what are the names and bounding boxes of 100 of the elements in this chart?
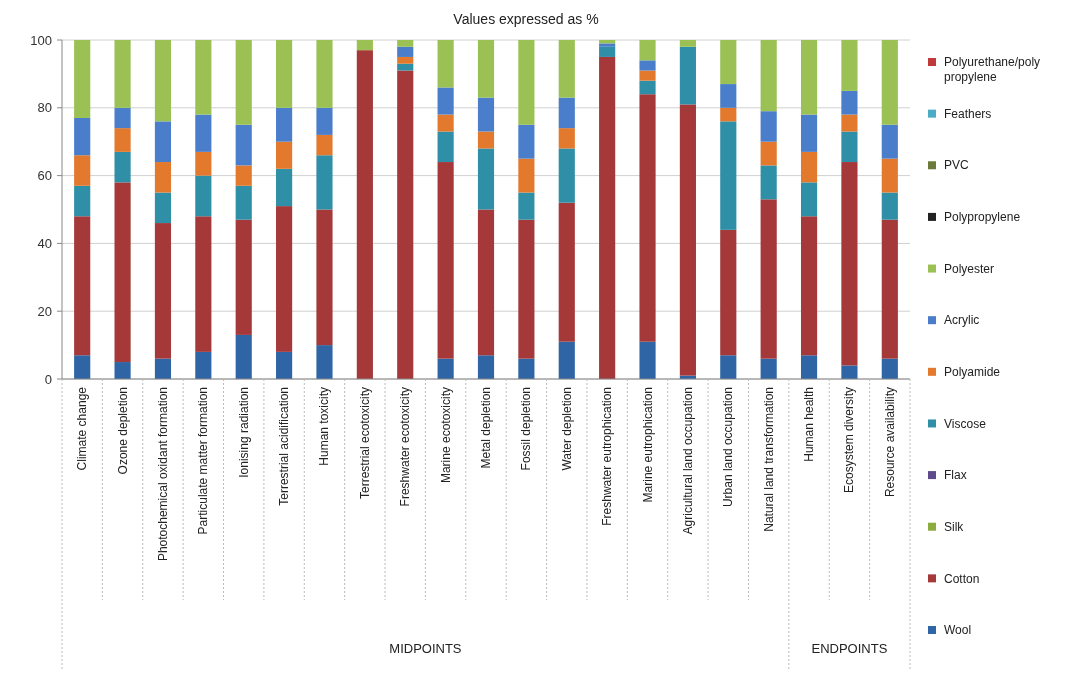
- bar: [74, 185, 91, 217]
- bar: [639, 341, 656, 379]
- bar: [639, 40, 656, 61]
- bar: [154, 121, 172, 163]
- bar: [477, 131, 495, 149]
- bar: [518, 219, 535, 359]
- bar: [114, 182, 131, 363]
- bar: [518, 358, 535, 379]
- bar: [74, 155, 91, 186]
- bar: [720, 107, 737, 122]
- x-tick-label: Particulate matter formation: [196, 387, 211, 535]
- bar: [720, 40, 737, 85]
- legend-label: Polyurethane/poly propylene: [944, 55, 1041, 84]
- x-tick-label: Metal depletion: [479, 387, 493, 469]
- bar: [760, 165, 777, 200]
- y-tick-label: 100: [30, 32, 52, 48]
- bar: [195, 114, 212, 152]
- bar: [154, 40, 172, 122]
- bar: [114, 362, 131, 379]
- bar: [276, 40, 293, 108]
- bar: [437, 131, 454, 163]
- y-tick-label: 20: [37, 303, 52, 319]
- x-tick-label: Resource availability: [882, 387, 897, 498]
- x-tick-label: Natural land transformation: [761, 387, 776, 532]
- bar: [397, 70, 414, 379]
- legend-label: Acrylic: [944, 313, 980, 328]
- bar: [235, 165, 252, 186]
- bar: [356, 40, 373, 51]
- bar: [397, 46, 414, 57]
- y-tick-label: 80: [37, 100, 52, 116]
- bar: [195, 40, 212, 115]
- bar: [800, 151, 818, 183]
- bar: [154, 358, 172, 379]
- bar: [800, 40, 818, 115]
- bar: [841, 114, 858, 132]
- bar: [397, 40, 414, 47]
- bar: [437, 114, 454, 132]
- bar: [437, 162, 454, 359]
- bar: [195, 175, 212, 217]
- x-tick-label: Urban land occupation: [721, 387, 736, 508]
- bar: [841, 40, 858, 91]
- bar: [720, 355, 737, 379]
- legend-label: Silk: [944, 519, 965, 534]
- bar: [356, 50, 373, 379]
- bar: [276, 168, 293, 207]
- text: MIDPOINTS: [389, 641, 462, 656]
- legend-label: Polypropylene: [944, 210, 1021, 225]
- legend-label: Flax: [944, 468, 967, 483]
- bar: [154, 192, 172, 224]
- bar: [114, 107, 131, 129]
- bar: [639, 94, 656, 342]
- bar: [154, 162, 172, 193]
- bar: [235, 334, 252, 379]
- bar: [477, 97, 495, 132]
- y-tick-label: 0: [44, 371, 52, 387]
- bar: [720, 229, 737, 356]
- x-tick-label: Marine ecotoxicity: [438, 387, 453, 484]
- bar: [114, 40, 131, 108]
- bar: [235, 219, 252, 335]
- bar: [74, 216, 91, 356]
- bar: [397, 56, 414, 64]
- bar: [679, 40, 696, 47]
- text: ENDPOINTS: [811, 641, 888, 656]
- bar: [276, 206, 293, 352]
- bar: [235, 40, 252, 125]
- x-tick-label: Terrestrial ecotoxicity: [357, 387, 372, 500]
- bar: [760, 358, 777, 379]
- x-tick-label: Freshwater eutrophication: [600, 387, 615, 526]
- bar: [841, 365, 858, 379]
- bar: [276, 107, 293, 142]
- x-tick-label: Ionising radiation: [236, 387, 251, 478]
- x-tick-label: Ecosystem diversity: [842, 387, 857, 494]
- x-tick-label: Freshwater ecotoxicity: [398, 387, 413, 507]
- bar: [477, 40, 495, 98]
- legend-label: Cotton: [944, 571, 980, 586]
- legend-label: Viscose: [944, 416, 987, 431]
- bar: [881, 358, 898, 379]
- bar: [881, 40, 898, 125]
- legend-label: Polyester: [944, 261, 995, 276]
- bar: [558, 40, 575, 98]
- bar: [437, 40, 454, 88]
- bar: [841, 90, 858, 115]
- bar: [114, 128, 131, 152]
- bar: [235, 124, 252, 166]
- bar: [679, 46, 696, 105]
- bar: [800, 182, 818, 217]
- bar: [316, 107, 333, 135]
- bar: [599, 56, 616, 379]
- bar: [558, 202, 575, 342]
- bar: [477, 148, 495, 210]
- x-tick-label: Human toxicity: [317, 387, 332, 466]
- bar: [760, 199, 777, 359]
- bar: [518, 124, 535, 159]
- bar: [437, 358, 454, 379]
- bar: [316, 134, 333, 156]
- bar: [558, 97, 575, 129]
- bar: [195, 151, 212, 176]
- bar: [841, 162, 858, 366]
- legend-label: PVC: [944, 158, 970, 173]
- bar: [760, 40, 777, 112]
